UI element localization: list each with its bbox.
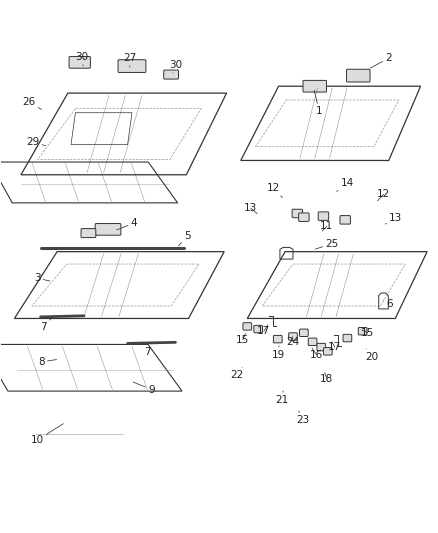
FancyBboxPatch shape [318,212,328,220]
Text: 30: 30 [169,60,182,73]
FancyBboxPatch shape [95,223,121,235]
Text: 17: 17 [328,342,341,352]
Text: 24: 24 [286,337,300,347]
FancyBboxPatch shape [317,343,325,351]
FancyBboxPatch shape [303,80,326,92]
FancyBboxPatch shape [292,209,303,217]
Text: 29: 29 [26,137,46,147]
Text: 26: 26 [22,97,42,109]
Text: 30: 30 [75,52,88,66]
FancyBboxPatch shape [69,56,90,68]
Text: 14: 14 [337,177,354,191]
FancyBboxPatch shape [323,348,332,355]
FancyBboxPatch shape [300,329,308,336]
FancyBboxPatch shape [81,229,96,238]
FancyBboxPatch shape [273,335,282,343]
Text: 2: 2 [371,53,392,68]
Text: 27: 27 [123,53,136,67]
Text: 6: 6 [383,298,393,309]
Text: 19: 19 [272,346,285,360]
Text: 4: 4 [117,218,138,230]
Text: 8: 8 [38,357,57,367]
FancyBboxPatch shape [343,334,352,342]
Text: 25: 25 [315,239,339,249]
FancyBboxPatch shape [346,69,370,82]
Text: 22: 22 [231,367,244,380]
Text: 20: 20 [366,349,379,361]
Text: 15: 15 [361,328,374,338]
FancyBboxPatch shape [118,60,146,72]
FancyBboxPatch shape [243,322,252,330]
Text: 5: 5 [179,231,191,246]
Text: 15: 15 [237,334,250,345]
Text: 23: 23 [296,411,309,425]
Text: 13: 13 [244,203,258,214]
Text: 18: 18 [320,373,334,384]
Text: 7: 7 [141,344,151,358]
FancyBboxPatch shape [289,333,297,340]
Text: 12: 12 [377,189,390,201]
Text: 3: 3 [34,273,50,283]
FancyBboxPatch shape [164,70,179,79]
FancyBboxPatch shape [340,216,350,224]
Text: 21: 21 [275,391,288,405]
Text: 16: 16 [310,348,323,360]
FancyBboxPatch shape [299,213,309,221]
Text: 17: 17 [257,325,270,336]
Text: 7: 7 [40,318,52,333]
FancyBboxPatch shape [358,327,367,335]
Text: 11: 11 [320,221,334,231]
FancyBboxPatch shape [308,338,317,345]
Text: 12: 12 [267,183,283,198]
Text: 10: 10 [31,424,64,446]
Text: 9: 9 [133,382,155,394]
FancyBboxPatch shape [254,325,262,333]
Text: 1: 1 [314,90,322,116]
Text: 13: 13 [385,213,403,224]
